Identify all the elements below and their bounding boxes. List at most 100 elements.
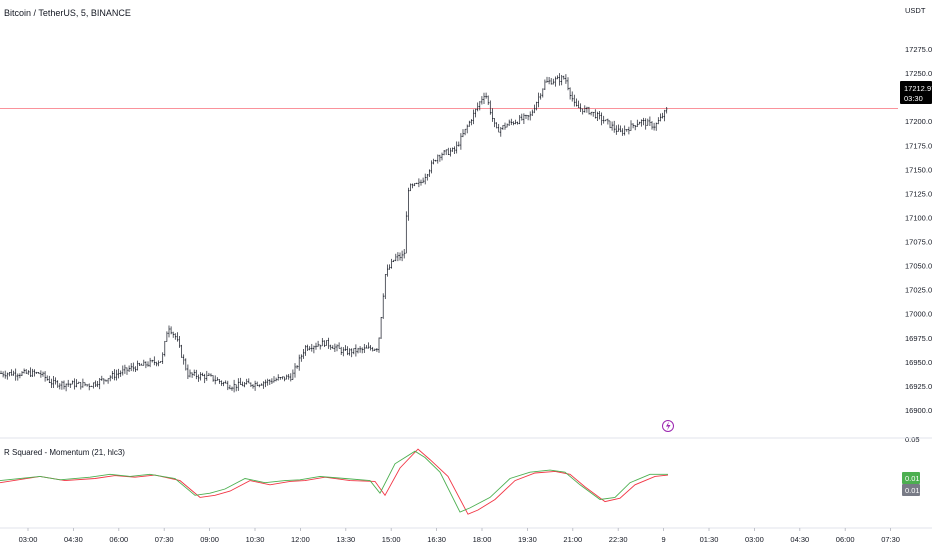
ohlc-bar <box>420 179 422 186</box>
price-tick-label: 16975.00 <box>905 334 932 343</box>
ohlc-bar <box>365 345 368 349</box>
ohlc-bar <box>342 347 345 357</box>
ohlc-bar <box>182 354 185 365</box>
ohlc-bar <box>184 358 187 371</box>
ohlc-bar <box>546 76 548 83</box>
ohlc-bar <box>145 361 147 369</box>
ohlc-bar <box>275 377 277 382</box>
price-pane[interactable]: Bitcoin / TetherUS, 5, BINANCE <box>0 8 898 432</box>
ohlc-bar <box>472 109 475 125</box>
ohlc-bar <box>142 359 145 366</box>
ohlc-bar <box>392 259 395 263</box>
price-tick-label: 17275.00 <box>905 45 932 54</box>
ohlc-bar <box>149 357 151 368</box>
ohlc-bar <box>37 372 40 375</box>
ohlc-bar <box>621 128 624 136</box>
ohlc-bar <box>203 373 206 384</box>
ohlc-bar <box>205 370 208 381</box>
ohlc-bar <box>485 92 487 99</box>
ohlc-bar <box>208 372 210 376</box>
ohlc-bar <box>147 361 149 367</box>
ohlc-bar <box>348 348 351 356</box>
ohlc-bar <box>405 211 408 254</box>
time-tick-label: 09:00 <box>200 535 219 544</box>
ohlc-bar <box>302 349 305 359</box>
ohlc-bar <box>222 381 225 387</box>
ohlc-bar <box>334 343 336 353</box>
ohlc-bar <box>460 133 462 150</box>
momentum-green-line <box>0 450 668 513</box>
ohlc-bar <box>268 379 271 385</box>
ohlc-bar <box>308 346 311 351</box>
ohlc-bar <box>487 95 490 105</box>
time-tick-label: 16:30 <box>427 535 446 544</box>
ohlc-bar <box>607 118 609 125</box>
ohlc-bar <box>550 78 553 85</box>
ohlc-bar <box>363 343 366 353</box>
ohlc-bar <box>415 182 418 185</box>
ohlc-bar <box>640 119 643 127</box>
ohlc-bar <box>651 121 653 130</box>
time-tick-label: 13:30 <box>336 535 355 544</box>
price-tick-label: 16950.00 <box>905 358 932 367</box>
ohlc-bar <box>252 384 254 389</box>
time-tick-label: 19:30 <box>518 535 537 544</box>
ohlc-bar <box>541 88 544 98</box>
ohlc-bar <box>493 118 496 128</box>
ohlc-bar <box>596 111 599 122</box>
ohlc-bar <box>346 346 349 356</box>
ohlc-bar <box>657 117 660 125</box>
ohlc-bar <box>292 369 294 380</box>
ohlc-bar <box>111 370 114 380</box>
time-axis[interactable]: 03:00 04:30 06:00 07:30 09:00 10:30 12:00 13:30… <box>19 528 900 544</box>
ohlc-bar <box>226 380 229 391</box>
ohlc-bar <box>113 369 116 381</box>
ohlc-bar <box>611 121 613 131</box>
ohlc-bar <box>386 264 389 277</box>
ohlc-bar <box>384 274 387 300</box>
ohlc-bar <box>604 119 607 122</box>
ohlc-bar <box>537 92 540 108</box>
indicator-badge-gray <box>902 484 920 496</box>
ohlc-bar <box>306 344 309 351</box>
ohlc-bar <box>455 141 458 154</box>
price-tick-label: 17075.00 <box>905 238 932 247</box>
ohlc-bar <box>491 108 494 122</box>
ohlc-bar <box>424 173 427 185</box>
price-axis[interactable]: USDT 17275.0017250.0017225.0017200.00171… <box>900 6 932 444</box>
ohlc-bar <box>229 384 231 390</box>
ohlc-bar <box>103 378 105 385</box>
ohlc-bar <box>373 348 376 351</box>
ohlc-bar <box>394 253 397 262</box>
ohlc-bar <box>443 149 445 156</box>
ohlc-bar <box>195 369 198 380</box>
ohlc-bar <box>98 377 101 390</box>
time-tick-label: 01:30 <box>700 535 719 544</box>
ohlc-bar <box>594 109 597 119</box>
time-tick-label: 04:30 <box>790 535 809 544</box>
ohlc-bar <box>172 331 175 338</box>
ohlc-bar <box>256 381 259 387</box>
alert-marker[interactable] <box>662 420 674 432</box>
ohlc-bar <box>132 362 135 372</box>
ohlc-bar <box>583 105 586 113</box>
ohlc-bar <box>271 378 273 385</box>
ohlc-bar <box>136 360 139 371</box>
ohlc-bar <box>441 152 443 161</box>
indicator-pane[interactable]: R Squared - Momentum (21, hlc3) 0.01 0.0… <box>0 448 920 515</box>
ohlc-bar <box>235 384 238 392</box>
ohlc-bar <box>636 119 639 127</box>
ohlc-bar <box>439 154 441 162</box>
ohlc-bar <box>638 121 641 125</box>
time-tick-label: 18:00 <box>473 535 492 544</box>
ohlc-bar <box>16 373 19 381</box>
ohlc-bar <box>33 369 36 377</box>
ohlc-bar <box>323 340 326 347</box>
ohlc-bar <box>357 347 359 354</box>
indicator-value-green: 0.01 <box>905 474 920 483</box>
ohlc-bar <box>476 102 479 112</box>
ohlc-bar <box>411 183 414 189</box>
ohlc-bar <box>273 376 275 383</box>
ohlc-bar <box>237 378 240 391</box>
